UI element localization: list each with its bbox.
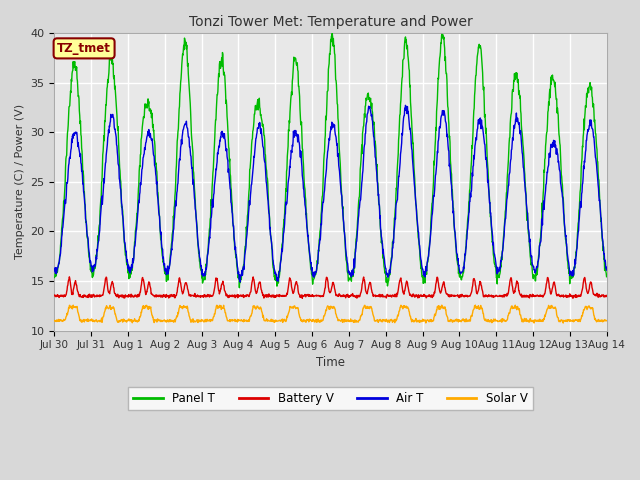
Title: Tonzi Tower Met: Temperature and Power: Tonzi Tower Met: Temperature and Power bbox=[189, 15, 472, 29]
X-axis label: Time: Time bbox=[316, 356, 345, 369]
Y-axis label: Temperature (C) / Power (V): Temperature (C) / Power (V) bbox=[15, 104, 25, 259]
Legend: Panel T, Battery V, Air T, Solar V: Panel T, Battery V, Air T, Solar V bbox=[129, 387, 532, 409]
Text: TZ_tmet: TZ_tmet bbox=[57, 42, 111, 55]
